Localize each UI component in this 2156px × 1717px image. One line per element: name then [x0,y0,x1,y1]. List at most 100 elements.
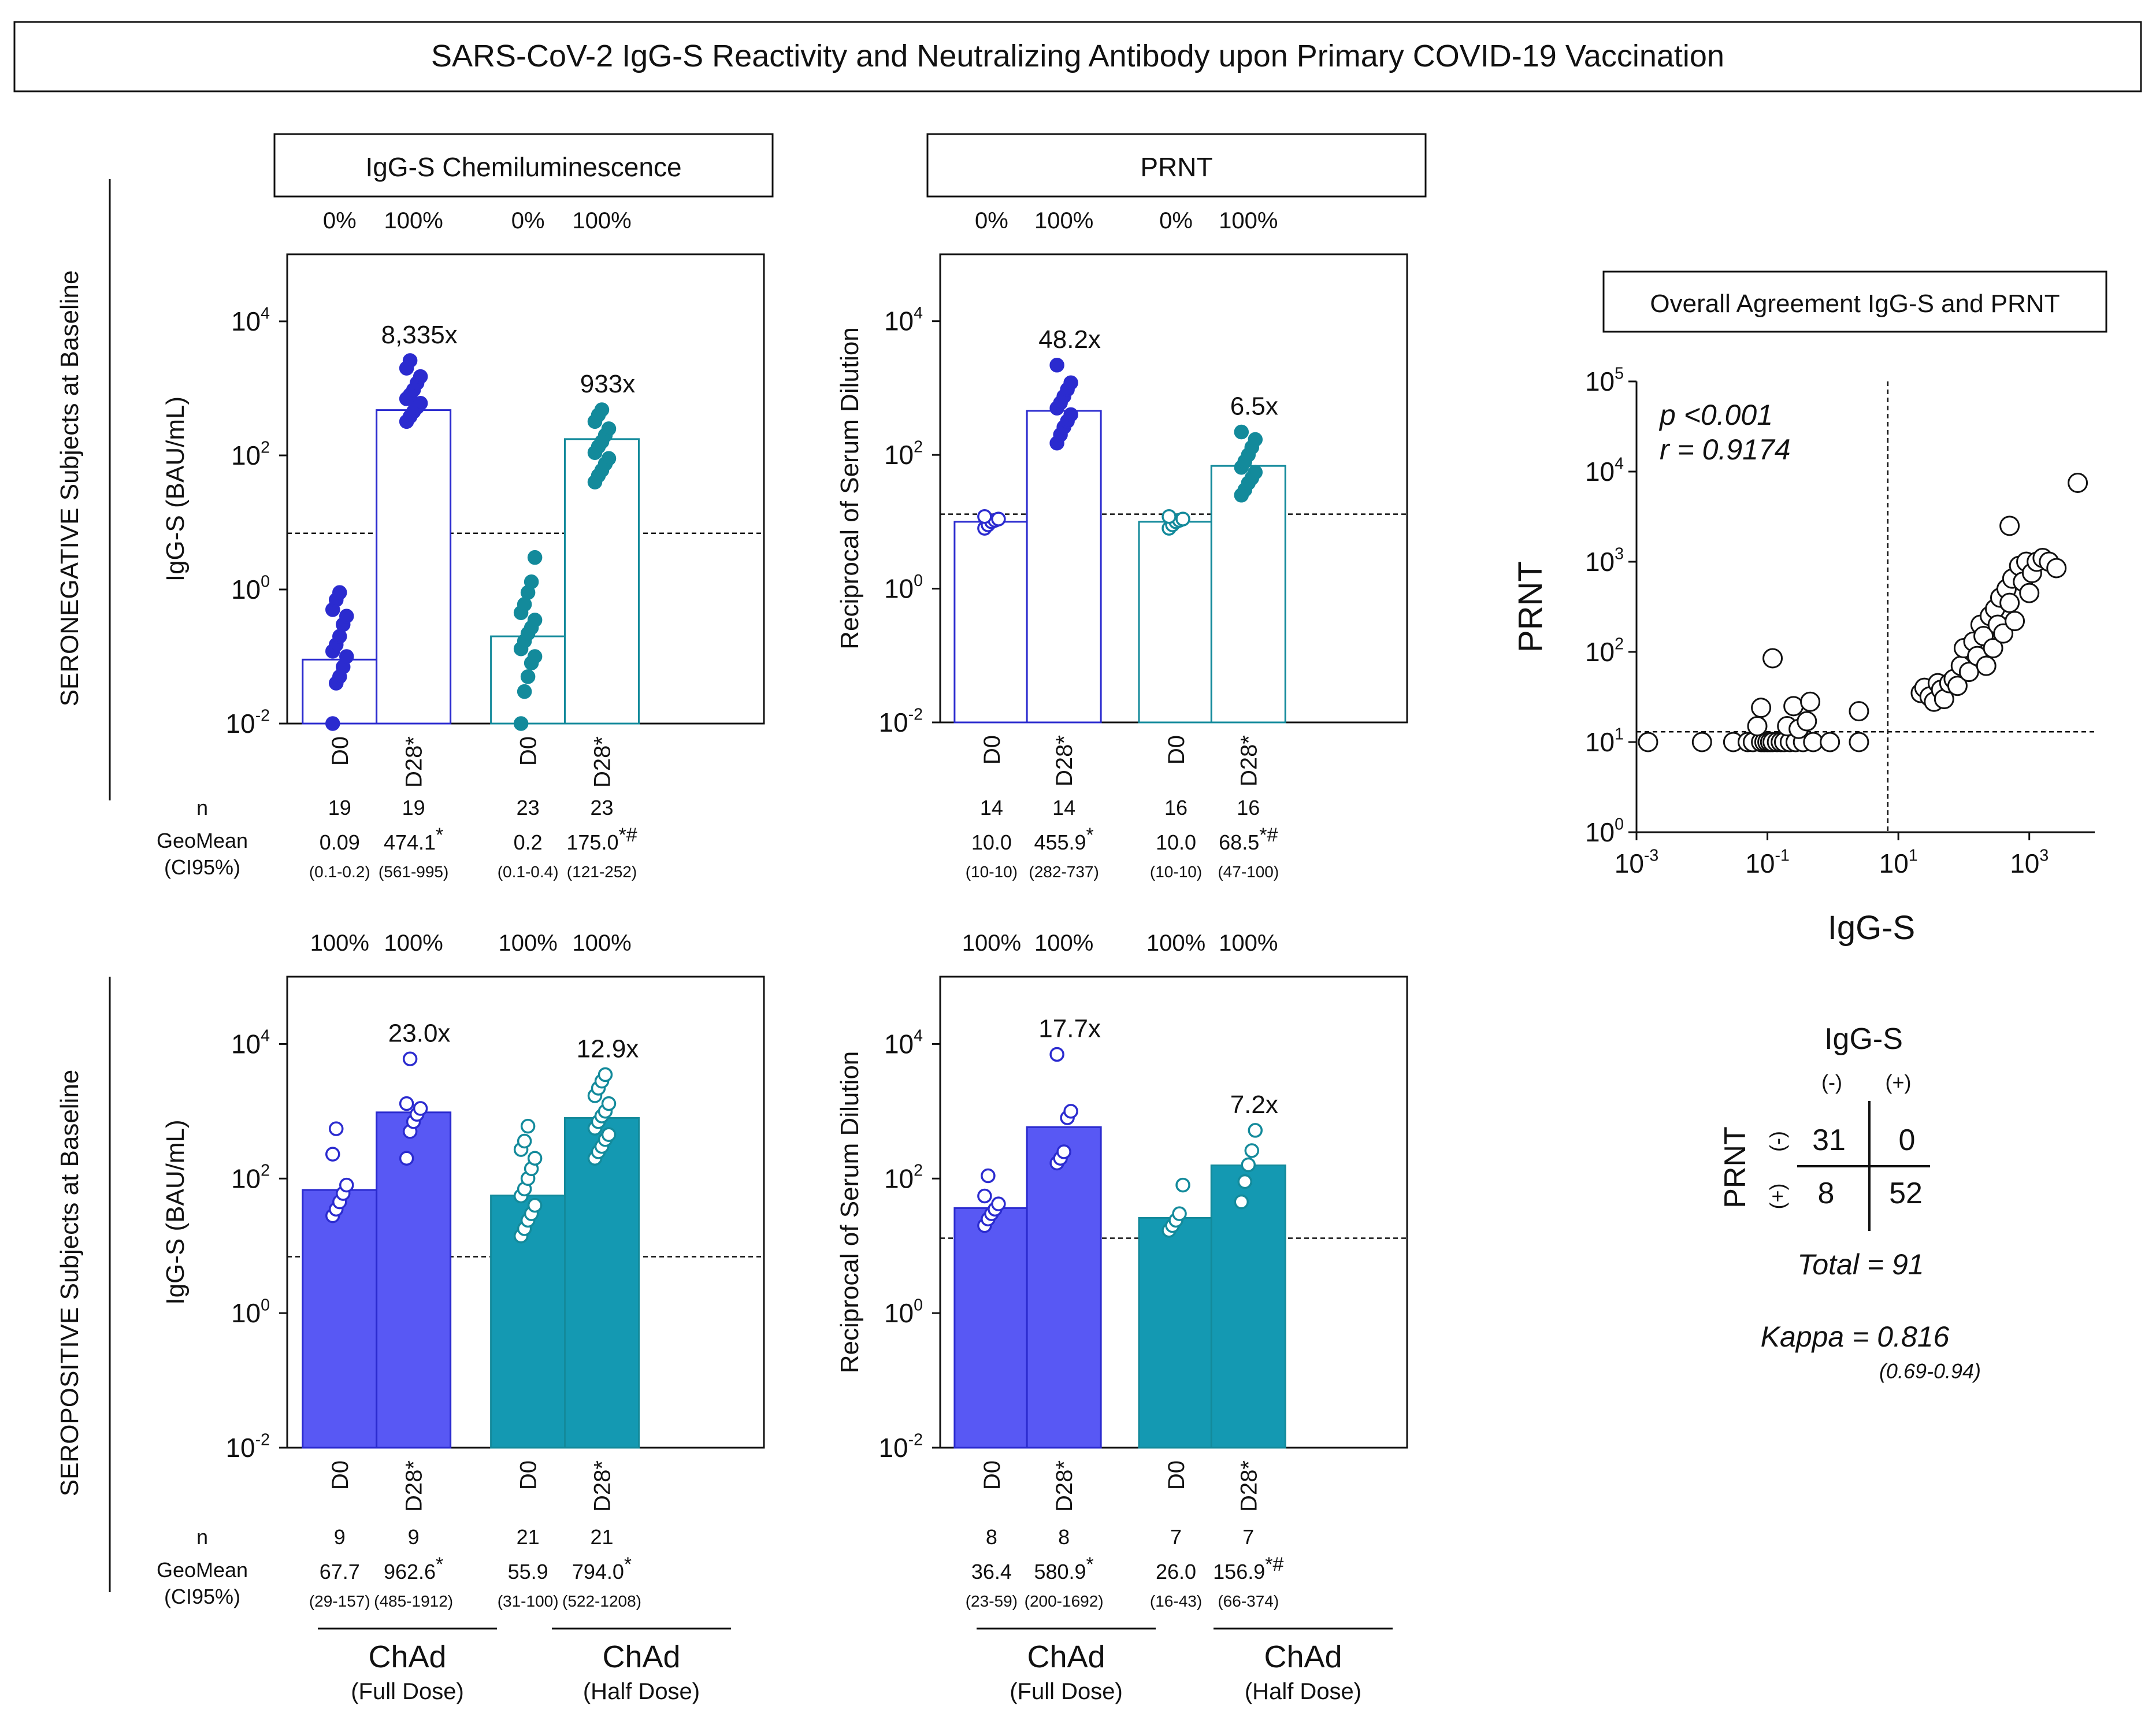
bar [564,438,640,725]
y-tick-label: 102 [231,438,270,470]
data-point [399,1151,414,1166]
percent-label: 0% [1159,208,1193,233]
category-label: D0 [328,1460,353,1490]
y-tick-label: 10-2 [225,706,270,739]
scatter-point [2019,583,2040,603]
fold-change-label: 17.7x [1038,1014,1101,1043]
figure-title: SARS-CoV-2 IgG-S Reactivity and Neutrali… [431,39,1724,73]
ci-value: (10-10) [966,863,1018,881]
n-value: 16 [1164,796,1188,819]
scatter-point [1751,698,1772,718]
data-point [413,1101,428,1116]
bar [1210,465,1286,724]
data-point [402,1051,418,1067]
category-label: D0 [979,735,1005,765]
data-point [601,1127,617,1142]
bar [1138,521,1214,724]
y-tick-label: 104 [1585,454,1624,487]
n-value: 7 [1242,1525,1254,1549]
group-dose-igg-full: (Full Dose) [351,1679,464,1704]
ci-value: (10-10) [1150,863,1202,881]
data-point [339,649,354,664]
n-row-label: n [196,796,208,819]
y-axis-label: IgG-S (BAU/mL) [161,1119,190,1304]
agreement-scatter-panel: 100 101 102 103 104 105 10-3 10-1 101 103 IgG-S PRN… [1512,364,2095,947]
y-axis-label: Reciprocal of Serum Dilution [836,327,864,650]
n-value: 16 [1237,796,1260,819]
percent-label: 100% [962,930,1021,956]
percent-label: 100% [1034,208,1093,233]
data-point [517,596,532,612]
geomean-value: 55.9 [508,1560,548,1584]
scatter-point [1820,732,1840,752]
geomean-value: 794.0* [572,1553,632,1584]
category-label: D28* [590,736,615,788]
scatter-point [1797,711,1817,732]
group-label-prnt-half: ChAd [1264,1640,1342,1674]
x-tick-label: 10-1 [1745,846,1790,878]
geomean-value: 10.0 [971,830,1012,854]
scatter-point [1983,638,2003,659]
data-point [1234,424,1249,440]
scatter-point [1976,655,1997,676]
y-axis-label: Reciprocal of Serum Dilution [836,1051,864,1374]
y-tick-label: 100 [1585,815,1624,847]
y-tick-label: 102 [231,1162,270,1194]
data-point [601,421,617,436]
stat-p-value: p <0.001 [1658,399,1773,431]
data-point [332,629,347,644]
data-point [1237,1174,1253,1189]
data-point [524,574,539,589]
contingency-total: Total = 91 [1797,1248,1924,1281]
prnt-column-title: PRNT [1140,152,1212,182]
data-point [1234,1194,1249,1210]
data-point [413,369,428,384]
y-tick-label: 105 [1585,364,1624,396]
n-value: 23 [517,796,540,819]
prnt-column-title-box [926,133,1427,198]
bar [953,521,1030,724]
percent-label: 100% [310,930,369,956]
n-value: 14 [1052,796,1075,819]
row-label-seropositive: SEROPOSITIVE Subjects at Baseline [55,1070,84,1497]
geomean-value: 0.09 [320,830,360,854]
category-label: D0 [516,1460,541,1490]
geomean-value: 26.0 [1156,1560,1196,1584]
ci-row-label: (CI95%) [164,855,240,879]
n-value: 21 [590,1525,613,1549]
group-label-igg-half: ChAd [602,1640,680,1674]
igg-seronegative-panel: 10-2 100 102 104 IgG-S (BAU/mL) 0% D0 19 0.09 (0.… [157,208,765,881]
contingency-cell-pn: 8 [1818,1177,1835,1210]
y-axis-label: PRNT [1512,561,1549,652]
percent-label: 100% [1034,930,1093,956]
geomean-value: 68.5*# [1219,824,1278,854]
data-point [527,1197,543,1213]
y-tick-label: 104 [231,304,270,336]
data-point [1244,1143,1260,1158]
y-tick-label: 100 [231,1296,270,1328]
scatter-title-box [1602,270,2107,333]
group-label-prnt-full: ChAd [1027,1640,1105,1674]
scatter-point [1947,676,1968,696]
data-point [1248,1123,1263,1138]
data-point [1162,509,1177,524]
x-tick-label: 103 [2010,846,2049,878]
scatter-point [1999,592,2020,613]
fold-change-label: 12.9x [577,1035,639,1063]
bar [376,1111,452,1449]
geomean-value: 474.1* [384,824,443,854]
ci-value: (0.1-0.4) [498,863,559,881]
data-point [513,716,529,731]
figure-title-box [13,21,2142,92]
row-label-seronegative-group: SERONEGATIVE Subjects at Baseline [55,179,111,800]
contingency-cell-nn: 31 [1812,1123,1846,1157]
data-point [1049,1047,1064,1062]
n-value: 21 [517,1525,540,1549]
percent-label: 100% [1219,930,1278,956]
scatter-point [1783,696,1804,717]
igg-column-title-box [273,133,774,198]
fold-change-label: 6.5x [1230,392,1278,421]
row-label-seropositive-group: SEROPOSITIVE Subjects at Baseline [55,977,111,1592]
ci-value: (282-737) [1029,863,1099,881]
